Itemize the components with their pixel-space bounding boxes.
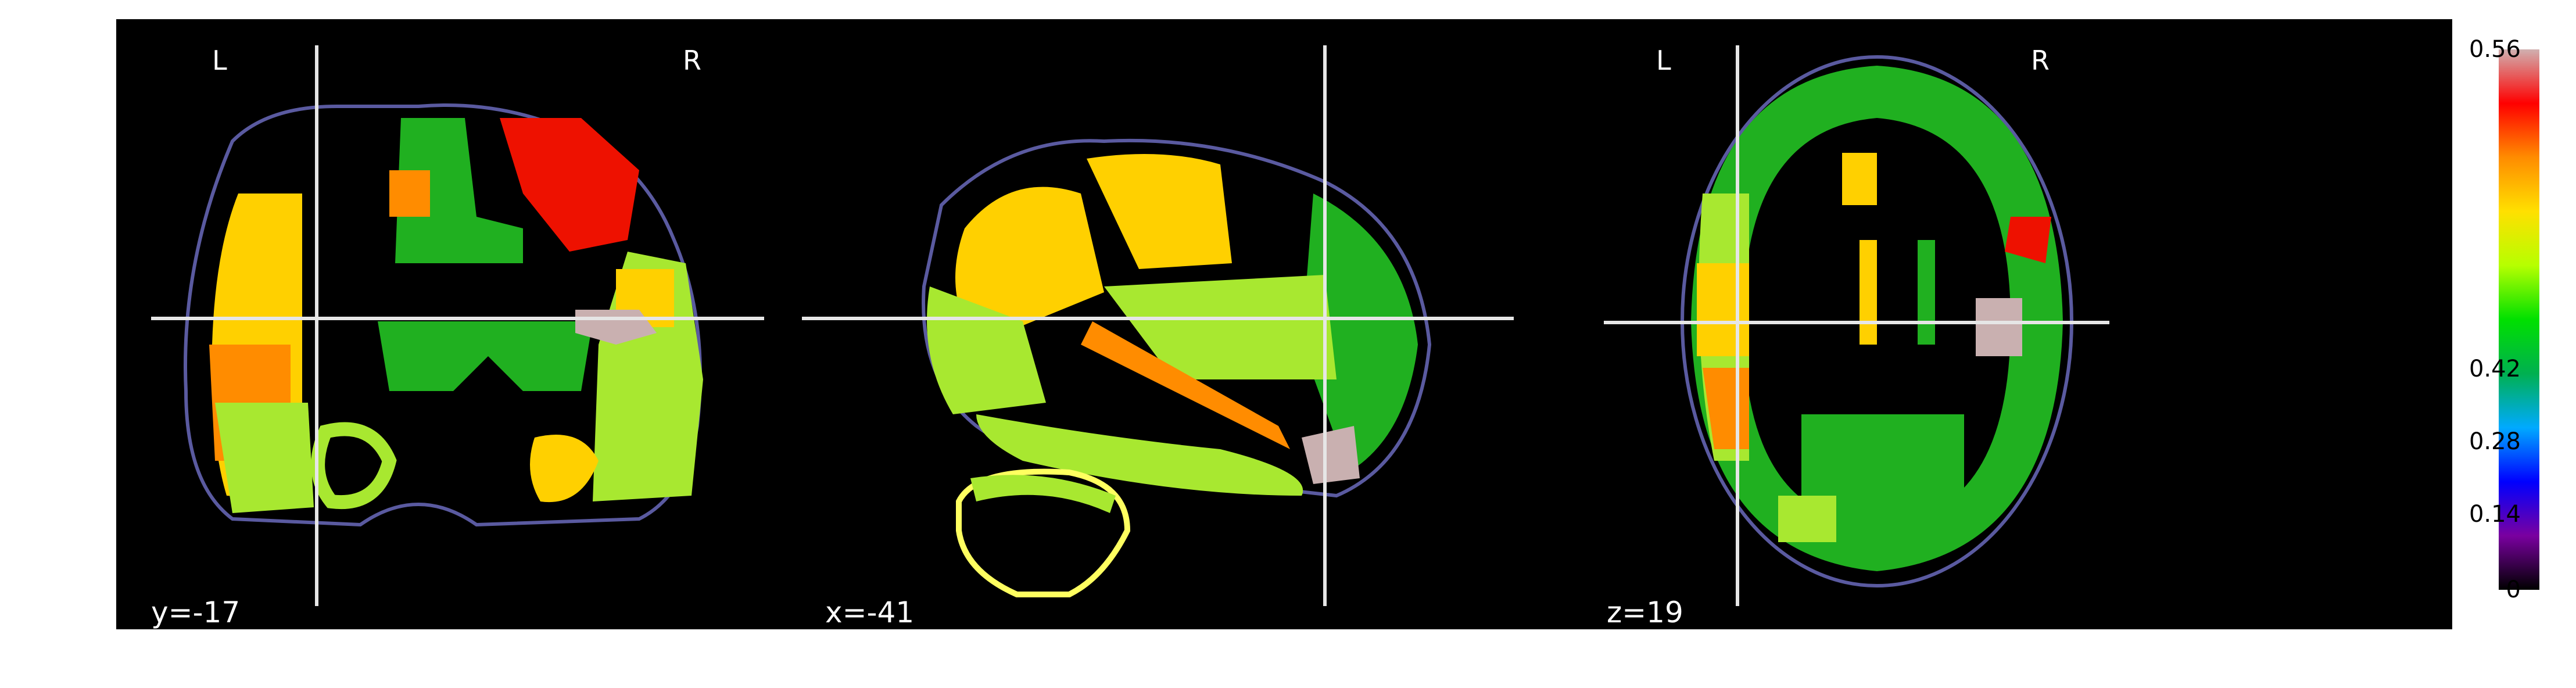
brain-slices-panel: L R y=-17 x=-41 [116, 19, 2452, 629]
coordinate-label: z=19 [1607, 596, 1683, 629]
central-ventricle-left [1860, 240, 1877, 345]
right-orientation-label: R [683, 45, 701, 76]
colorbar-tick-label: 0.42 [2468, 356, 2521, 382]
central-green-region [378, 321, 593, 391]
right-orientation-label: R [2031, 45, 2050, 76]
left-yellow-region [1697, 263, 1749, 356]
sagittal-slice-image [802, 45, 1514, 606]
colorbar-tick-label: 0.14 [2468, 501, 2521, 528]
frontal-pink-region [1302, 426, 1360, 484]
middle-light-green [1104, 275, 1337, 379]
temporal-orange-stripe [1081, 321, 1290, 449]
colorbar: 0.56 0.42 0.28 0.14 0 [2469, 38, 2576, 607]
coordinate-label: x=-41 [825, 596, 915, 629]
posterior-light-green [1778, 496, 1836, 542]
colorbar-tick-label: 0 [2506, 576, 2521, 603]
posterior-green-region [1801, 414, 1964, 531]
sagittal-view: x=-41 [802, 19, 1604, 629]
cerebellum-fill-top [970, 475, 1116, 513]
left-orientation-label: L [1656, 45, 1671, 76]
upper-right-red-region [500, 118, 639, 252]
superior-yellow-region [1087, 154, 1232, 269]
frontal-yellow-spot [1842, 153, 1877, 205]
central-ventricle-right [1918, 240, 1935, 345]
lower-temporal-green [976, 414, 1303, 496]
lower-right-loop [530, 435, 599, 503]
coronal-view: L R y=-17 [116, 19, 802, 629]
coordinate-label: y=-17 [151, 596, 241, 629]
left-inner-light-green [215, 403, 314, 513]
axial-view: L R z=19 [1604, 19, 2452, 629]
coronal-slice-image [151, 45, 764, 606]
posterior-yellow-region [955, 187, 1104, 345]
axial-slice-image [1604, 45, 2109, 606]
upper-green-region [395, 118, 523, 263]
colorbar-tick-label: 0.56 [2468, 36, 2521, 63]
right-pink-region [1976, 298, 2022, 356]
small-orange-spot [389, 170, 430, 217]
lower-left-loop [311, 422, 397, 510]
anterior-green-region [1302, 193, 1418, 472]
colorbar-gradient [2499, 49, 2539, 590]
colorbar-tick-label: 0.28 [2468, 428, 2521, 455]
brain-outline [922, 138, 1432, 498]
left-orientation-label: L [212, 45, 227, 76]
cerebellum-outline [956, 468, 1131, 597]
right-red-region [2005, 217, 2051, 263]
